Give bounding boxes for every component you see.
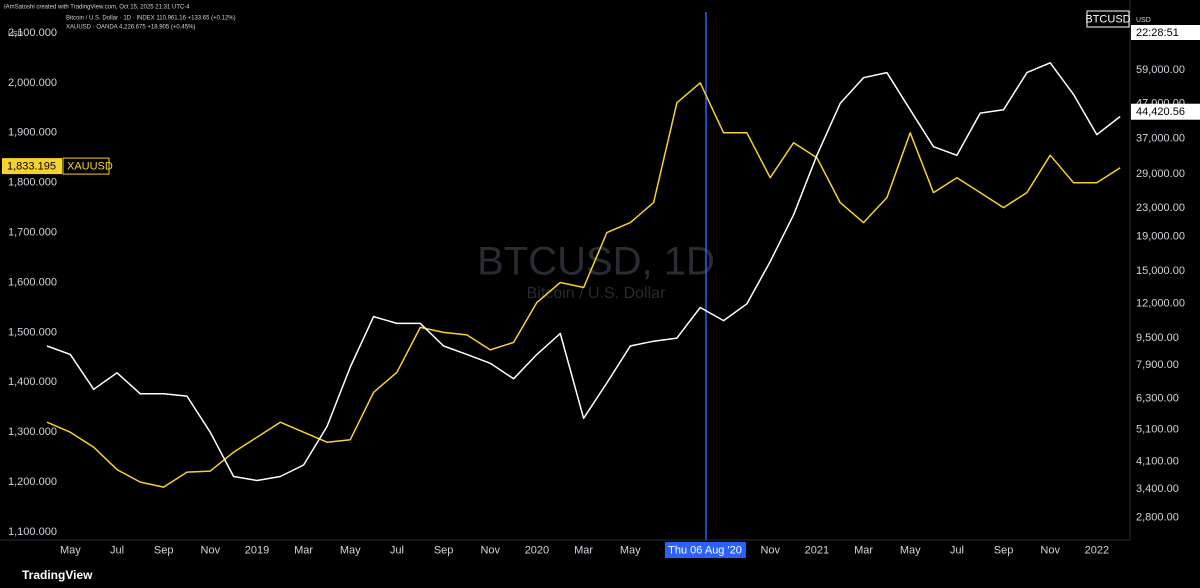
x-tick-label: 2020 <box>525 544 549 556</box>
legend-line: XAUUSD · OANDA 4,226.675 +18.905 (+0.45%… <box>66 25 195 31</box>
y-tick-label: 1,600.000 <box>8 276 57 288</box>
y-tick-label: 1,400.000 <box>8 376 57 388</box>
y-tick-label: 1,500.000 <box>8 326 57 338</box>
x-tick-label: May <box>340 544 361 556</box>
y-tick-label: 2,100.000 <box>8 27 57 39</box>
last-price-label: 44,420.56 <box>1136 106 1185 118</box>
series-tag: XAUUSD <box>67 161 113 173</box>
x-tick-label: Nov <box>201 544 221 556</box>
x-tick-label: 2022 <box>1085 544 1109 556</box>
watermark: BTCUSD, 1D <box>477 240 715 284</box>
x-tick-label: 2019 <box>245 544 269 556</box>
x-tick-label: May <box>900 544 921 556</box>
y-tick-label: 1,200.000 <box>8 476 57 488</box>
y2-tick-label: 9,500.00 <box>1136 332 1179 344</box>
x-tick-label: May <box>60 544 81 556</box>
x-tick-label: 2021 <box>805 544 829 556</box>
y2-tick-label: 2,800.00 <box>1136 511 1179 523</box>
x-tick-label: Sep <box>434 544 454 556</box>
y-tick-label: 1,900.000 <box>8 127 57 139</box>
badge-box <box>1086 10 1130 28</box>
x-tick-label: Jul <box>110 544 124 556</box>
x-tick-label: Nov <box>760 544 780 556</box>
y2-unit: USD <box>1136 17 1151 24</box>
y2-tick-label: 59,000.00 <box>1136 64 1185 76</box>
y2-tick-label: 7,900.00 <box>1136 359 1179 371</box>
watermark-sub: Bitcoin / U.S. Dollar <box>527 285 666 302</box>
x-tick-label: Sep <box>994 544 1014 556</box>
y2-tick-label: 5,100.00 <box>1136 423 1179 435</box>
y2-tick-label: 12,000.00 <box>1136 298 1185 310</box>
footer-bar <box>0 562 1200 588</box>
y-unit: USD <box>8 31 23 38</box>
y-tick-label: 2,000.000 <box>8 77 57 89</box>
countdown: 22:28:51 <box>1136 27 1179 39</box>
y-tick-label: 1,800.000 <box>8 177 57 189</box>
series-tag-box <box>62 157 110 175</box>
last-price-box <box>2 158 62 175</box>
credit: IAmSatoshi created with TradingView.com,… <box>4 5 190 11</box>
x-tick-label: Mar <box>294 544 313 556</box>
crosshair-label: Thu 06 Aug '20 <box>668 544 742 556</box>
y2-tick-label: 37,000.00 <box>1136 132 1185 144</box>
x-tick-label: Nov <box>1040 544 1060 556</box>
y2-tick-label: 23,000.00 <box>1136 202 1185 214</box>
countdown-box <box>1131 25 1200 40</box>
series-line <box>46 82 1121 488</box>
x-tick-label: Jul <box>390 544 404 556</box>
legend-line: Bitcoin / U.S. Dollar · 1D · INDEX 110,9… <box>66 16 236 22</box>
y-tick-label: 1,700.000 <box>8 226 57 238</box>
x-tick-label: Mar <box>574 544 593 556</box>
x-tick-label: Nov <box>480 544 500 556</box>
y2-tick-label: 19,000.00 <box>1136 230 1185 242</box>
y-tick-label: 1,300.000 <box>8 426 57 438</box>
y-tick-label: 1,100.000 <box>8 526 57 538</box>
last-price-label: 1,833.195 <box>7 161 56 173</box>
x-tick-label: May <box>620 544 641 556</box>
y2-tick-label: 29,000.00 <box>1136 168 1185 180</box>
crosshair-label-box <box>665 542 746 558</box>
y2-tick-label: 6,300.00 <box>1136 392 1179 404</box>
y2-tick-label: 4,100.00 <box>1136 455 1179 467</box>
badge: BTCUSD <box>1085 13 1130 25</box>
y2-tick-label: 3,400.00 <box>1136 483 1179 495</box>
y2-tick-label: 15,000.00 <box>1136 265 1185 277</box>
x-tick-label: Sep <box>154 544 174 556</box>
last-price-box <box>1131 103 1200 120</box>
series-line <box>46 62 1121 482</box>
x-tick-label: Jul <box>950 544 964 556</box>
footer: TradingView <box>22 568 93 582</box>
x-tick-label: Mar <box>854 544 873 556</box>
